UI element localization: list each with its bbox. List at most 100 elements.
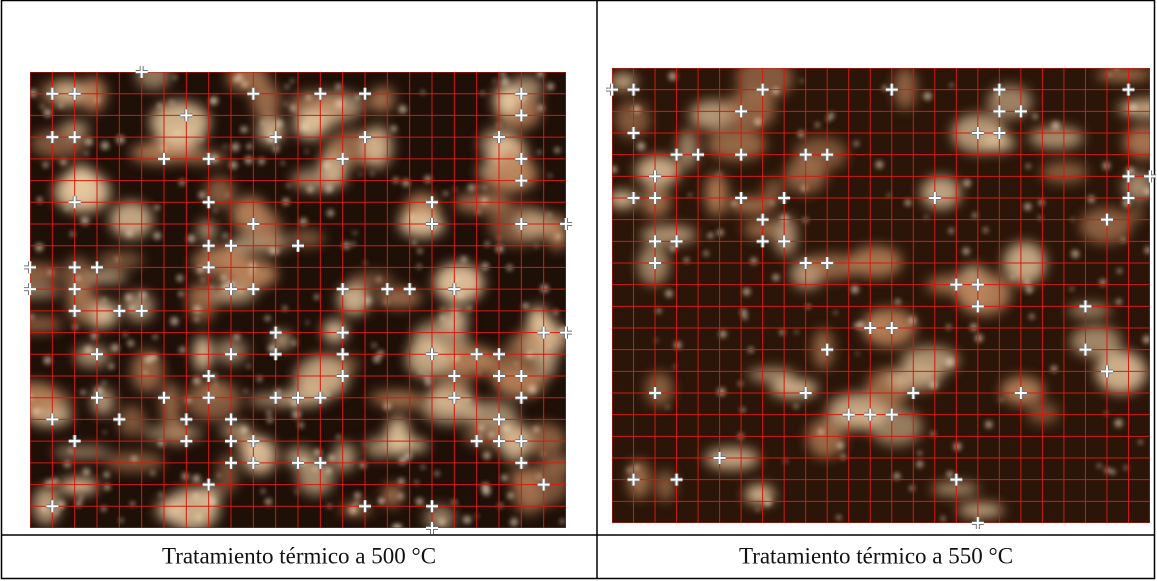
speck [815, 122, 820, 127]
speck [193, 305, 201, 313]
bright-region [385, 437, 418, 449]
speck [481, 197, 488, 204]
speck [560, 519, 565, 524]
speck [214, 209, 217, 212]
speck [925, 215, 928, 218]
bright-region [441, 364, 472, 400]
speck [818, 429, 824, 435]
speck [923, 92, 932, 101]
speck [488, 431, 495, 438]
speck [946, 471, 953, 478]
speck [522, 302, 529, 309]
speck [1011, 276, 1015, 280]
speck [975, 334, 983, 342]
caption: Tratamiento térmico a 500 °C [162, 543, 436, 568]
speck [176, 275, 183, 282]
speck [372, 343, 376, 347]
bright-region [294, 109, 326, 140]
bright-region [807, 418, 844, 458]
bright-region [97, 301, 118, 327]
speck [800, 79, 803, 82]
speck [305, 94, 311, 100]
speck [1024, 279, 1030, 285]
speck [1088, 195, 1095, 202]
bright-region [656, 471, 675, 501]
speck [290, 79, 294, 83]
speck [143, 370, 147, 374]
speck [29, 314, 34, 319]
speck [856, 352, 859, 355]
speck [481, 263, 489, 271]
speck [353, 231, 357, 235]
bright-region [646, 372, 673, 405]
speck [175, 131, 179, 135]
speck [75, 275, 81, 281]
speck [985, 421, 993, 429]
speck [424, 175, 432, 183]
speck [378, 499, 383, 504]
speck [249, 262, 257, 270]
speck [756, 508, 759, 511]
speck [404, 452, 412, 460]
speck [854, 141, 859, 146]
speck [290, 104, 297, 111]
speck [500, 71, 506, 77]
speck [637, 142, 646, 151]
bright-region [385, 417, 410, 457]
speck [154, 204, 160, 210]
speck [267, 410, 272, 415]
bright-region [30, 130, 86, 158]
speck [970, 323, 978, 331]
bright-region [770, 379, 818, 398]
bright-region [705, 447, 759, 469]
bright-region [105, 452, 164, 471]
speck [220, 274, 227, 281]
speck [217, 474, 221, 478]
speck [153, 335, 158, 340]
speck [45, 479, 53, 487]
speck [770, 201, 774, 205]
speck [281, 161, 285, 165]
speck [127, 340, 134, 347]
speck [828, 112, 834, 118]
speck [424, 374, 429, 379]
speck [328, 454, 336, 462]
bright-region [724, 91, 776, 130]
speck [463, 515, 472, 524]
speck [131, 456, 137, 462]
speck [391, 125, 397, 131]
bright-region [678, 130, 698, 169]
speck [261, 121, 265, 125]
speck [209, 96, 218, 105]
speck [60, 159, 67, 166]
speck [43, 356, 52, 365]
speck [84, 151, 88, 155]
speck [493, 79, 496, 82]
speck [337, 435, 342, 440]
speck [231, 143, 240, 152]
speck [537, 150, 541, 154]
speck [199, 192, 206, 199]
speck [41, 506, 46, 511]
speck [1143, 336, 1151, 344]
speck [732, 200, 738, 206]
speck [157, 103, 162, 108]
speck [116, 135, 125, 144]
speck [917, 451, 922, 456]
speck [115, 257, 119, 261]
speck [229, 161, 237, 169]
speck [684, 257, 690, 263]
speck [265, 315, 271, 321]
speck [950, 83, 954, 87]
speck [285, 84, 289, 88]
speck [548, 174, 552, 178]
speck [440, 315, 445, 320]
speck [836, 515, 841, 520]
speck [893, 473, 900, 480]
speck [384, 300, 388, 304]
speck [1029, 314, 1034, 319]
caption: Tratamiento térmico a 550 °C [739, 543, 1013, 568]
speck [454, 278, 459, 283]
speck [983, 228, 988, 233]
speck [417, 264, 422, 269]
